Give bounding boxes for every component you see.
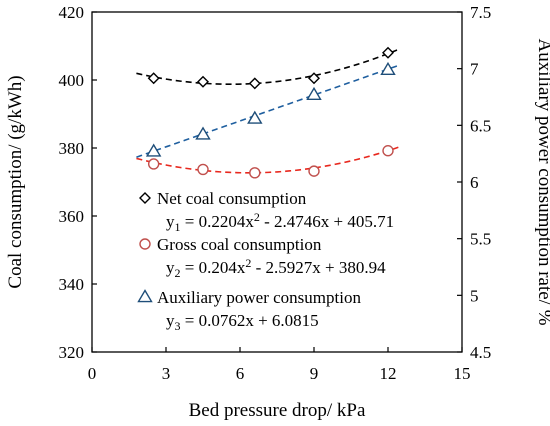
y-right-tick-label: 5.5	[470, 230, 491, 249]
data-point-series-1	[248, 77, 261, 90]
y-right-tick-label: 4.5	[470, 343, 491, 362]
x-tick-label: 12	[380, 364, 397, 383]
fit-line-series-3	[136, 64, 401, 158]
markers-layer	[145, 46, 396, 179]
y-left-tick-label: 400	[59, 71, 85, 90]
fit-equation-part: - 2.4746x + 405.71	[260, 212, 394, 231]
x-axis-label: Bed pressure drop/ kPa	[189, 400, 366, 421]
x-tick-label: 9	[310, 364, 319, 383]
data-point-series-3	[380, 61, 396, 76]
fit-equation-part: y	[166, 212, 175, 231]
data-point-series-2	[249, 167, 261, 179]
data-point-series-3	[247, 110, 263, 124]
fit-equation-part: 2	[245, 256, 251, 270]
fit-equation-part: - 2.5927x + 380.94	[251, 258, 386, 277]
fit-equation-part: y	[166, 311, 175, 330]
fit-equation-part: 3	[175, 319, 181, 333]
y-right-tick-label: 6.5	[470, 116, 491, 135]
data-point-series-2	[197, 163, 209, 176]
legend-marker-series-3	[137, 289, 153, 303]
fit-lines-layer	[136, 47, 401, 174]
fit-equation-series-3: y3 = 0.0762x + 6.0815	[166, 311, 319, 333]
fit-equation-part: = 0.2204x	[181, 212, 255, 231]
y-axis-label-left: Coal consumption/ (g/kWh)	[5, 75, 26, 288]
legend-marker-series-1	[139, 192, 151, 204]
y-left-tick-label: 360	[59, 207, 85, 226]
legend-marker-series-2	[139, 238, 151, 250]
fit-line-series-1	[136, 47, 401, 86]
fit-equation-part: 2	[254, 210, 260, 224]
data-point-series-2	[382, 145, 394, 157]
x-tick-label: 3	[162, 364, 171, 383]
legend-label-series-2: Gross coal consumption	[157, 235, 322, 254]
y-right-tick-label: 7.5	[470, 3, 491, 22]
x-tick-label: 0	[88, 364, 97, 383]
x-tick-label: 6	[236, 364, 245, 383]
fit-line-series-2	[136, 145, 401, 174]
data-point-series-3	[145, 143, 162, 157]
y-left-tick-label: 320	[59, 343, 85, 362]
ticks-layer: 0 3 6 9 12 153203403603804004204.555.566.577.…	[59, 3, 492, 383]
fit-equation-part: = 0.204x	[181, 258, 246, 277]
fit-equation-part: y	[166, 258, 175, 277]
data-point-series-1	[147, 72, 160, 85]
data-point-series-2	[308, 165, 320, 177]
data-point-series-1	[308, 72, 320, 85]
fit-equation-series-2: y2 = 0.204x2 - 2.5927x + 380.94	[166, 256, 386, 280]
legend-label-series-3: Auxiliary power consumption	[157, 288, 361, 307]
y-right-tick-label: 7	[470, 60, 479, 79]
fit-equation-part: 2	[175, 266, 181, 280]
x-tick-label: 15	[454, 364, 471, 383]
y-left-tick-label: 340	[59, 275, 85, 294]
data-point-series-2	[147, 158, 160, 170]
y-left-tick-label: 420	[59, 3, 85, 22]
y-left-tick-label: 380	[59, 139, 85, 158]
y-right-tick-label: 6	[470, 173, 479, 192]
fit-equation-part: = 0.0762x + 6.0815	[181, 311, 319, 330]
y-right-tick-label: 5	[470, 286, 479, 305]
fit-equation-series-1: y1 = 0.2204x2 - 2.4746x + 405.71	[166, 210, 394, 234]
legend-label-series-1: Net coal consumption	[157, 189, 307, 208]
data-point-series-3	[306, 86, 322, 100]
data-point-series-1	[382, 46, 394, 59]
y-axis-label-right: Auxiliary power consumption rate/ %	[534, 38, 550, 325]
data-point-series-3	[195, 126, 211, 140]
data-point-series-1	[197, 75, 209, 88]
fit-equation-part: 1	[175, 220, 181, 234]
